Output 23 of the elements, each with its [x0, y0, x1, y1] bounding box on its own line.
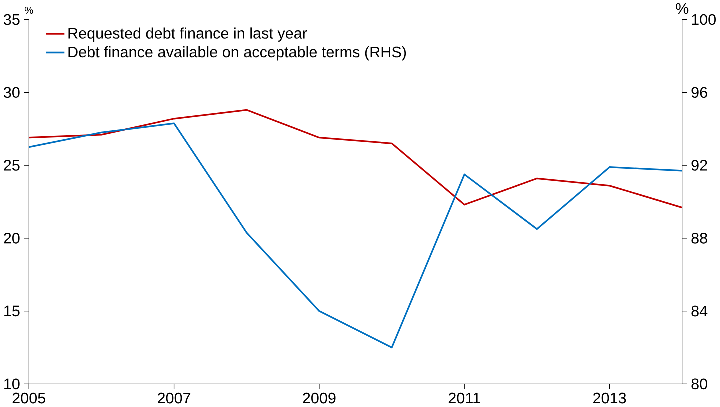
y-tick-label: 30 — [4, 87, 20, 98]
x-tick-label: 2005 — [12, 392, 46, 404]
legend-label: Debt finance available on acceptable terms (RHS) — [68, 46, 406, 61]
y-axis-title: % — [24, 6, 34, 14]
x-tick-label: 2011 — [448, 392, 480, 404]
line-series — [29, 122, 682, 348]
y2-tick-label: 96 — [692, 87, 708, 98]
legend-label: Requested debt finance in last year — [68, 28, 308, 42]
y2-tick-label: 84 — [692, 306, 708, 317]
y2-tick-label: 100 — [692, 14, 716, 26]
x-tick-label: 2007 — [158, 392, 191, 404]
y2-tick-label: 92 — [692, 160, 708, 171]
y2-tick-label: 88 — [692, 232, 708, 244]
y-tick-label: 25 — [4, 160, 20, 171]
y2-tick-label: 80 — [692, 378, 708, 390]
y-tick-label: 10 — [4, 378, 20, 390]
y-tick-label: 35 — [4, 14, 20, 26]
y2-axis-title: % — [676, 3, 689, 14]
x-tick-label: 2013 — [594, 392, 626, 404]
y-tick-label: 15 — [4, 306, 20, 317]
line-series — [29, 109, 682, 209]
y-tick-label: 20 — [4, 232, 20, 244]
x-tick-label: 2009 — [303, 392, 336, 404]
